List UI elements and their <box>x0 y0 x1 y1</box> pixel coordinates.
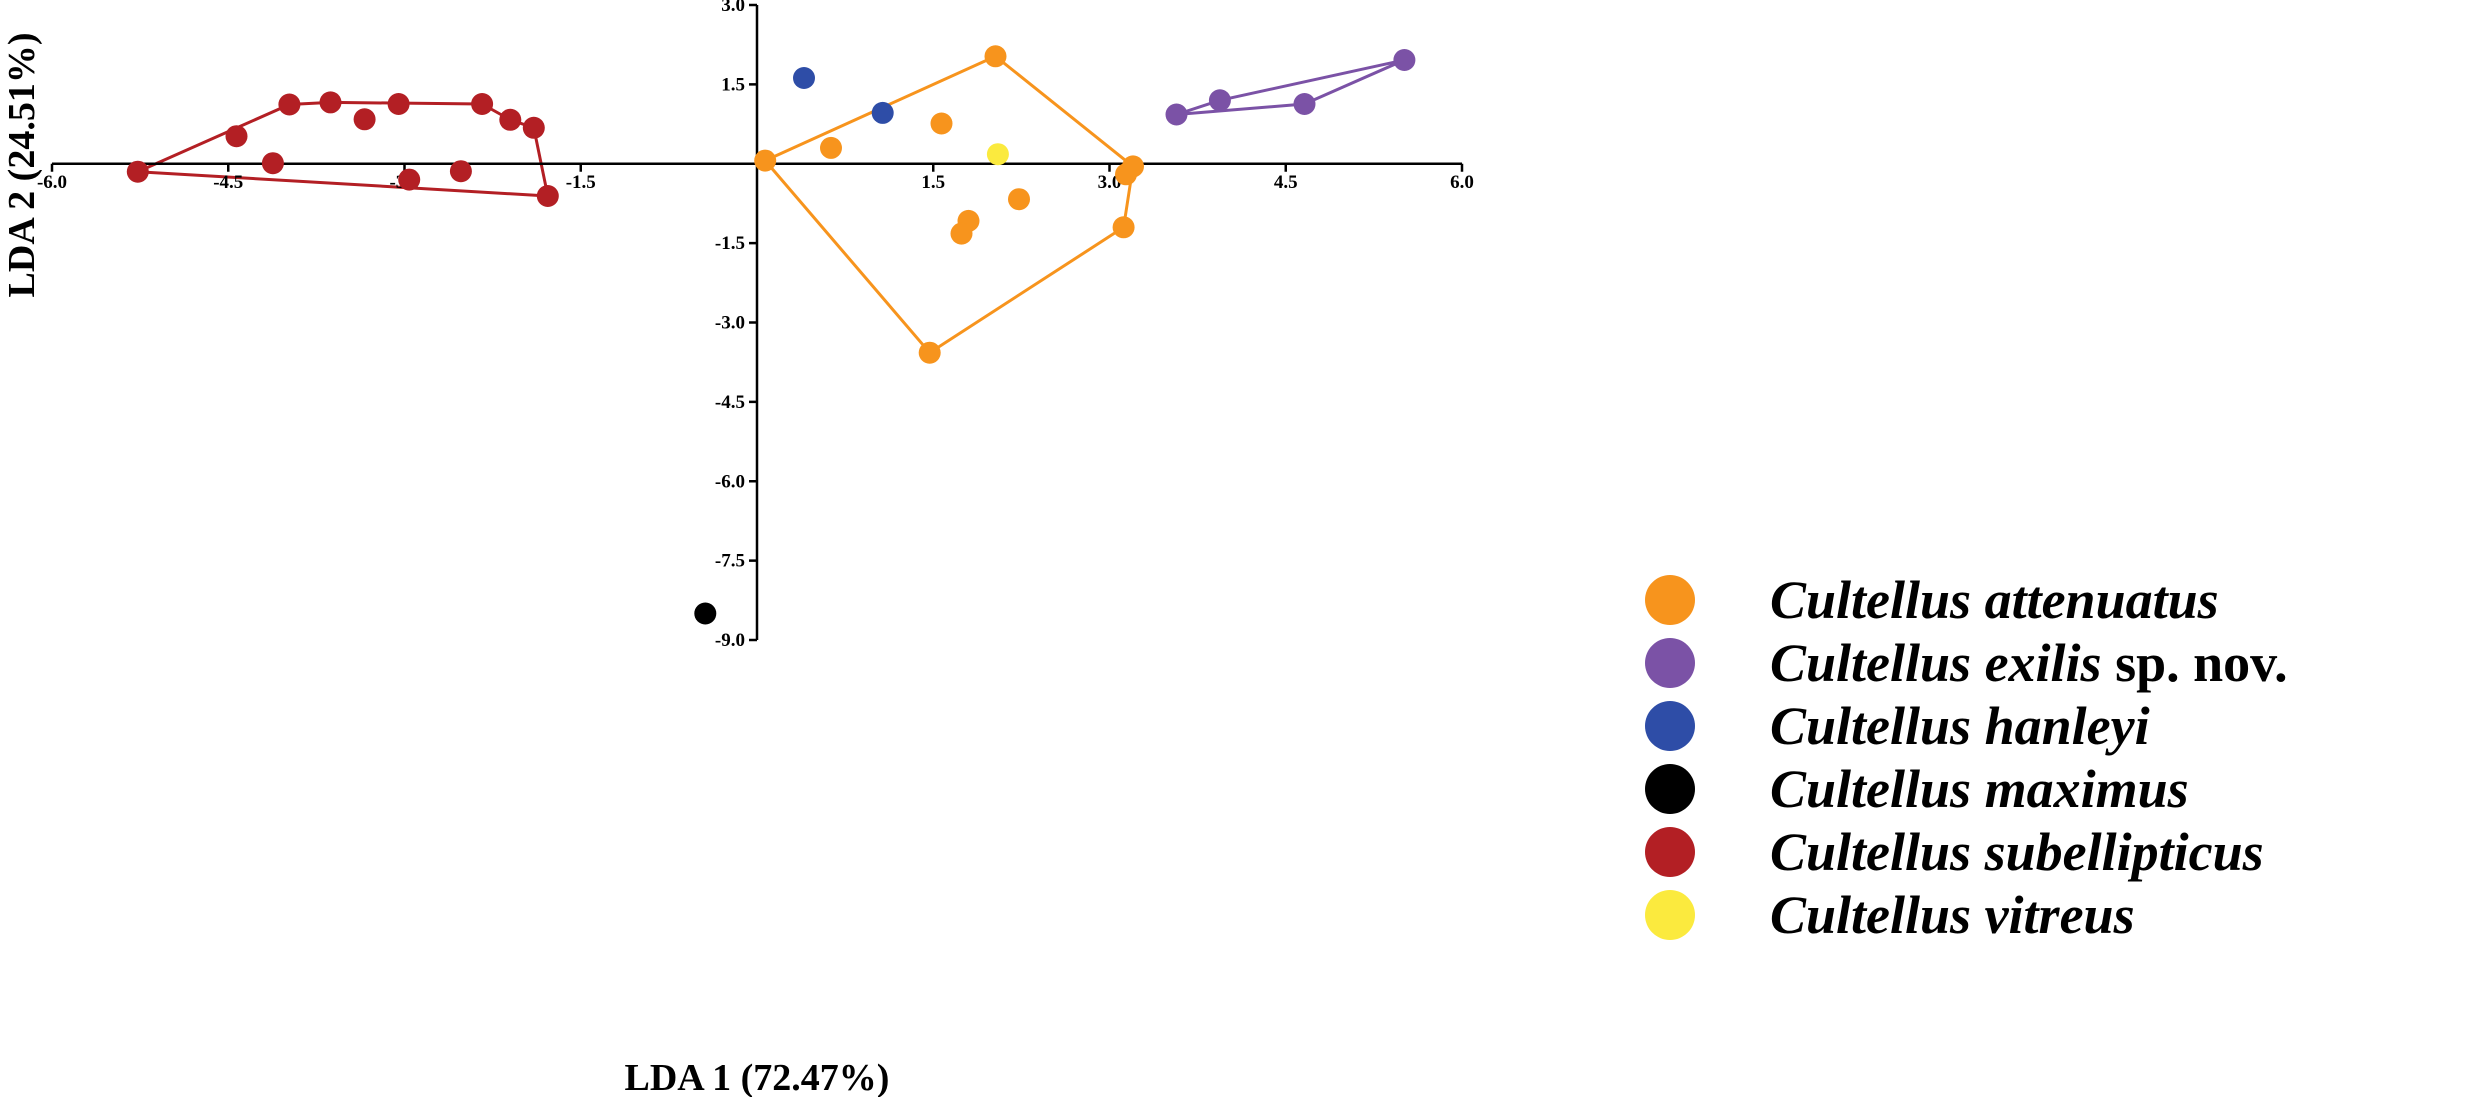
point-subellipticus <box>499 108 522 131</box>
point-subellipticus <box>126 160 149 183</box>
axes: -6.0 -4.5 -3.0 -1.5 1.5 3.0 4.5 6.0 3.0 1.5 -1.5 -… <box>37 0 1474 651</box>
legend-marker <box>1645 638 1695 688</box>
point-subellipticus <box>522 116 545 139</box>
legend-item-exilis: Cultellus exilis sp. nov. <box>1645 633 2288 693</box>
legend-marker <box>1645 764 1695 814</box>
point-exilis <box>1393 49 1416 71</box>
point-attenuatus <box>1008 188 1030 211</box>
hull-exilis <box>1176 58 1406 116</box>
point-hanleyi <box>871 101 894 124</box>
point-attenuatus <box>754 149 777 172</box>
y-tick-label: 1.5 <box>721 74 745 95</box>
point-subellipticus <box>398 168 421 191</box>
legend-item-vitreus: Cultellus vitreus <box>1645 885 2135 945</box>
data-points <box>126 45 1416 625</box>
point-subellipticus <box>261 152 284 175</box>
legend-label: Cultellus hanleyi <box>1770 696 2150 756</box>
y-tick-label: -9.0 <box>715 630 745 651</box>
point-subellipticus <box>536 185 559 207</box>
point-exilis <box>1293 93 1316 115</box>
legend-item-subellipticus: Cultellus subellipticus <box>1645 822 2264 882</box>
y-axis-title: LDA 2 (24.51%) <box>1 33 43 298</box>
x-tick-label: 6.0 <box>1450 172 1474 193</box>
legend-marker <box>1645 890 1695 940</box>
legend-label: Cultellus exilis sp. nov. <box>1770 633 2288 693</box>
point-vitreus <box>986 143 1009 166</box>
point-subellipticus <box>471 93 494 115</box>
point-subellipticus <box>225 125 248 148</box>
y-tick-label: -6.0 <box>715 471 745 492</box>
x-tick-label: 1.5 <box>921 172 945 193</box>
legend-marker <box>1645 575 1695 625</box>
point-hanleyi <box>793 67 815 89</box>
point-subellipticus <box>319 91 342 114</box>
x-tick-label: -4.5 <box>213 172 243 193</box>
point-subellipticus <box>449 160 472 183</box>
y-tick-label: 3.0 <box>721 0 745 16</box>
point-subellipticus <box>353 108 376 131</box>
point-attenuatus <box>820 136 842 159</box>
point-attenuatus <box>930 112 953 135</box>
point-subellipticus <box>387 93 410 115</box>
point-exilis <box>1165 103 1188 126</box>
point-attenuatus <box>950 222 973 245</box>
point-exilis <box>1208 89 1231 112</box>
legend-label: Cultellus maximus <box>1770 759 2189 819</box>
y-tick-label: -7.5 <box>715 551 745 572</box>
x-tick-label: -6.0 <box>37 172 67 193</box>
point-attenuatus <box>984 45 1007 68</box>
point-maximus <box>694 602 717 625</box>
legend-label: Cultellus subellipticus <box>1770 822 2264 882</box>
hull-subellipticus <box>137 100 550 198</box>
y-tick-label: -4.5 <box>715 392 745 413</box>
y-axis-ticks: 3.0 1.5 -1.5 -3.0 -4.5 -6.0 -7.5 -9.0 <box>715 0 757 651</box>
legend-item-attenuatus: Cultellus attenuatus <box>1645 570 2219 630</box>
point-attenuatus <box>1112 216 1135 239</box>
x-tick-label: 4.5 <box>1274 172 1298 193</box>
legend-label: Cultellus attenuatus <box>1770 570 2219 630</box>
point-subellipticus <box>278 93 301 116</box>
legend-marker <box>1645 701 1695 751</box>
x-tick-label: -1.5 <box>566 172 596 193</box>
legend-label: Cultellus vitreus <box>1770 885 2135 945</box>
legend-item-maximus: Cultellus maximus <box>1645 759 2189 819</box>
hull-attenuatus <box>764 54 1135 355</box>
point-attenuatus <box>1115 163 1137 186</box>
legend-marker <box>1645 827 1695 877</box>
y-tick-label: -3.0 <box>715 313 745 334</box>
legend-item-hanleyi: Cultellus hanleyi <box>1645 696 2150 756</box>
y-tick-label: -1.5 <box>715 233 745 254</box>
point-attenuatus <box>918 341 941 364</box>
x-axis-title: LDA 1 (72.47%) <box>625 1057 890 1097</box>
